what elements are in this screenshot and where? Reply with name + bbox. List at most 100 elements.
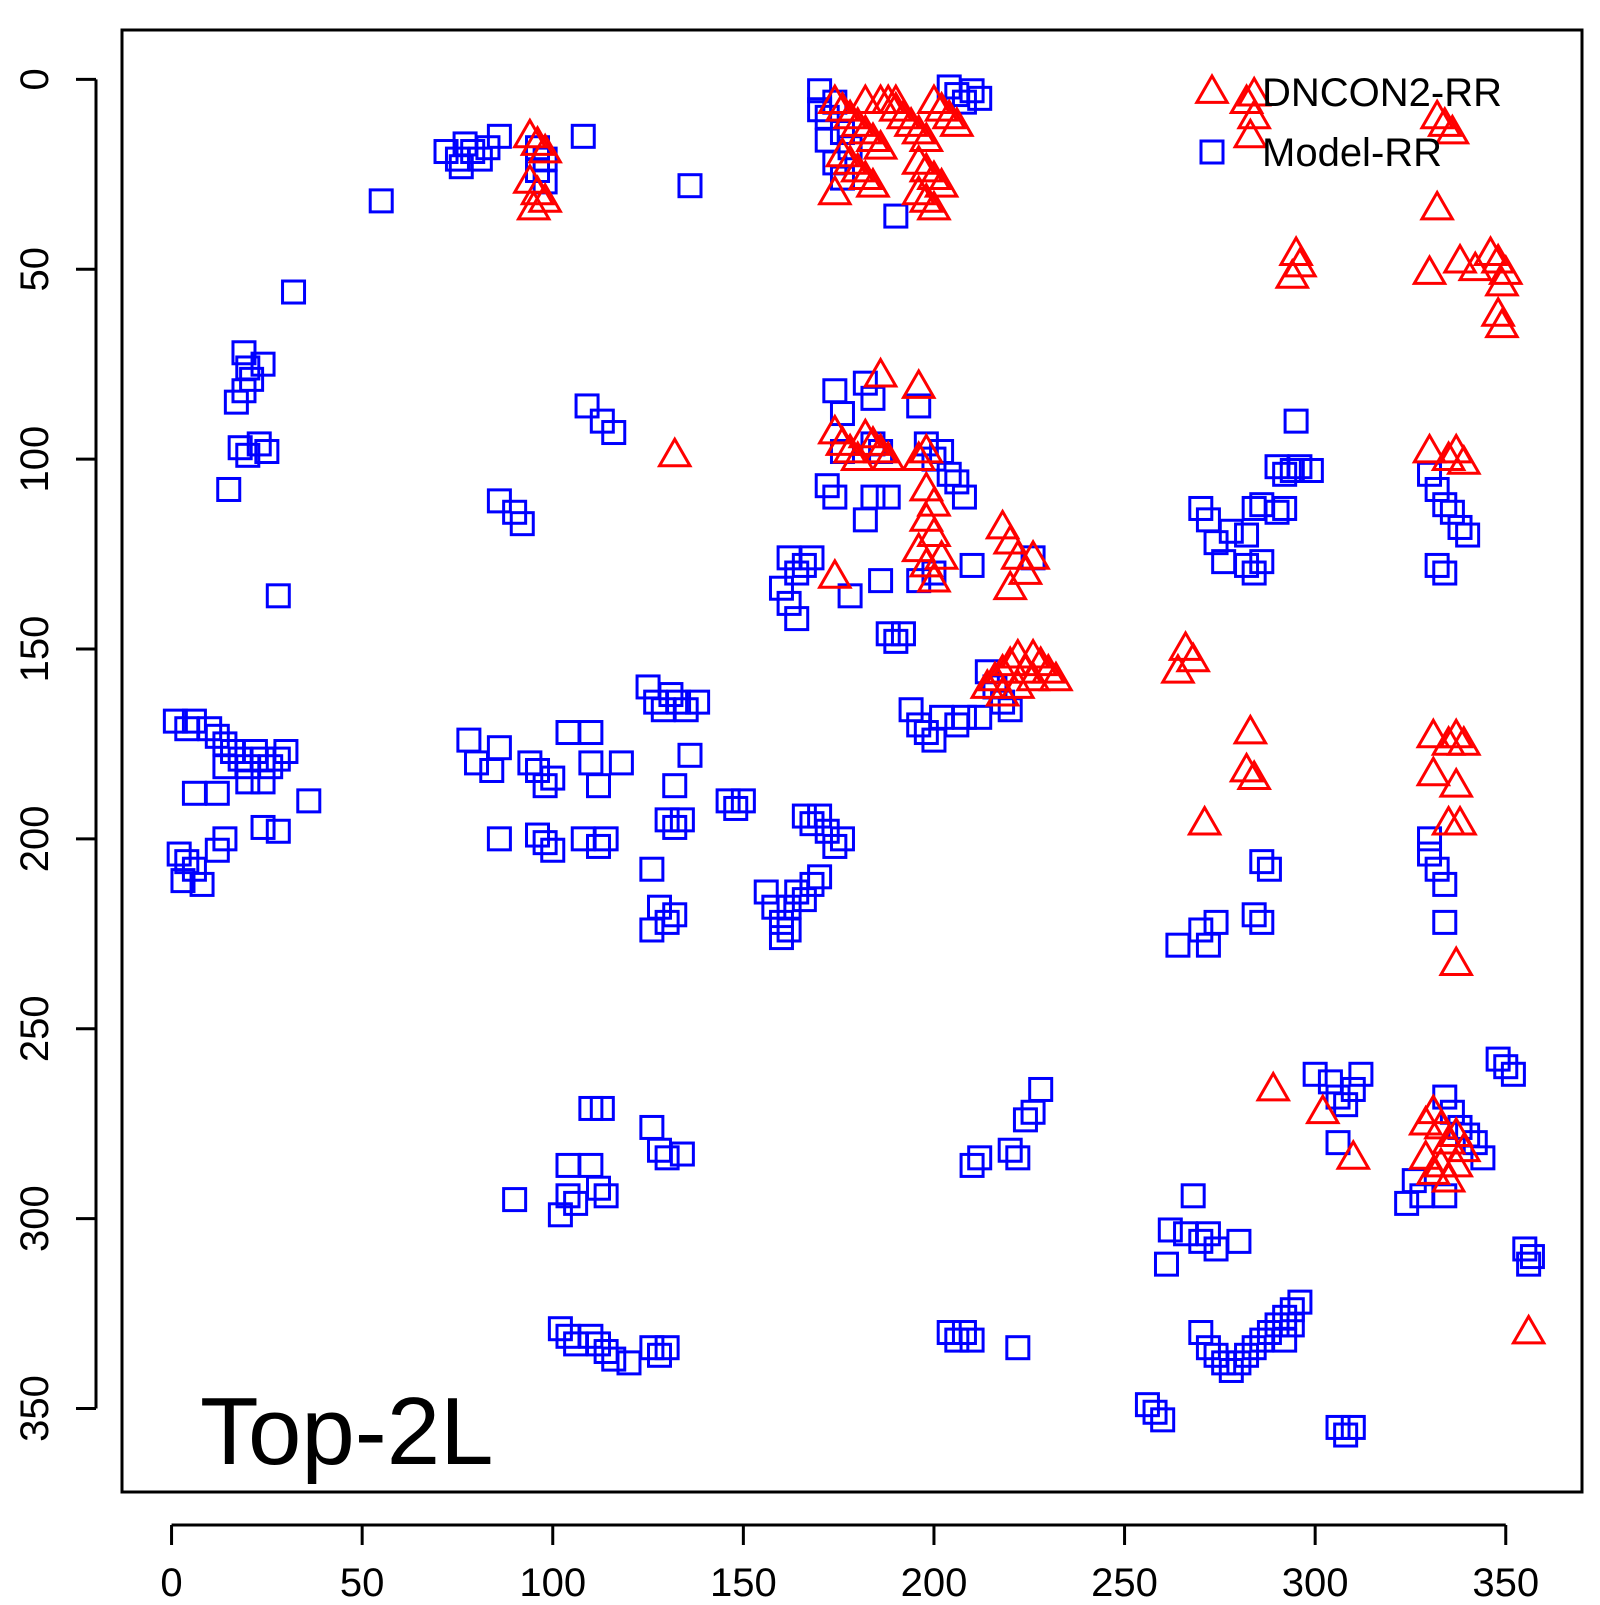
dncon2-rr-point	[923, 90, 960, 122]
model-rr-point	[959, 1152, 985, 1178]
dncon2-rr-point	[1335, 1138, 1372, 1170]
series-dncon2-rr	[512, 75, 1547, 1345]
model-rr-point	[852, 507, 878, 533]
dncon2-rr-point	[855, 424, 891, 456]
x-tick-label: 50	[340, 1561, 385, 1600]
model-rr-point	[1283, 408, 1309, 434]
x-tick-label: 350	[1472, 1561, 1539, 1600]
dncon2-rr-point	[1430, 1123, 1467, 1155]
legend-triangle-icon	[1194, 72, 1230, 104]
model-rr-point	[1234, 1342, 1260, 1368]
model-rr-point	[967, 1145, 993, 1171]
model-rr-point	[852, 370, 878, 396]
model-rr-point	[1439, 499, 1465, 525]
model-rr-point	[959, 1327, 985, 1353]
model-rr-point	[235, 769, 261, 795]
model-rr-point	[1317, 1069, 1343, 1095]
model-rr-point	[890, 621, 916, 647]
model-rr-point	[1279, 1297, 1305, 1323]
model-rr-point	[1188, 1228, 1214, 1254]
model-rr-point	[768, 925, 794, 951]
model-rr-point	[220, 739, 246, 765]
dncon2-rr-point	[1236, 759, 1272, 790]
model-rr-point	[555, 720, 581, 746]
model-rr-point	[1417, 841, 1443, 867]
model-rr-point	[875, 621, 901, 647]
model-rr-point	[570, 826, 596, 852]
legend-label: Model-RR	[1262, 131, 1442, 175]
y-tick-label: 50	[13, 247, 57, 292]
dncon2-rr-point	[931, 98, 968, 130]
series-layer	[162, 74, 1547, 1448]
model-rr-point	[951, 704, 977, 730]
model-rr-point	[204, 780, 230, 806]
dncon2-rr-point	[1186, 804, 1223, 836]
model-rr-point	[555, 1152, 581, 1178]
model-rr-point	[502, 1187, 528, 1213]
x-tick-label: 200	[901, 1561, 968, 1600]
model-rr-point	[578, 1152, 604, 1178]
model-rr-point	[662, 773, 688, 799]
model-rr-point	[913, 720, 939, 746]
model-rr-point	[677, 173, 703, 199]
model-rr-point	[658, 682, 684, 708]
model-rr-point	[1325, 1130, 1351, 1156]
model-rr-point	[906, 712, 932, 738]
model-rr-point	[730, 788, 756, 814]
dncon2-rr-point	[1430, 440, 1467, 472]
model-rr-point	[1134, 1392, 1160, 1418]
model-rr-point	[936, 461, 962, 487]
dncon2-rr-point	[900, 113, 937, 145]
model-rr-point	[997, 697, 1023, 723]
model-rr-point	[456, 727, 482, 753]
dncon2-rr-point	[855, 166, 891, 198]
dncon2-rr-point	[992, 569, 1028, 601]
model-rr-point	[1394, 1190, 1420, 1216]
model-rr-point	[799, 545, 825, 571]
annotation-label: Top-2L	[200, 1378, 494, 1485]
model-rr-point	[532, 830, 558, 856]
dncon2-rr-point	[817, 83, 853, 115]
dncon2-rr-point	[923, 538, 960, 570]
model-rr-point	[1519, 1244, 1545, 1270]
model-rr-point	[273, 739, 299, 765]
model-rr-point	[650, 697, 676, 723]
dncon2-rr-point	[1175, 641, 1211, 673]
dncon2-rr-point	[1487, 254, 1524, 285]
model-rr-point	[685, 689, 711, 715]
dncon2-rr-point	[847, 159, 884, 190]
model-rr-point	[1302, 1061, 1328, 1087]
model-rr-point	[1249, 849, 1275, 875]
dncon2-rr-point	[923, 166, 960, 198]
dncon2-rr-point	[1415, 717, 1452, 749]
dncon2-rr-point	[878, 90, 914, 122]
dncon2-rr-point	[908, 151, 945, 183]
model-rr-point	[1203, 909, 1229, 935]
model-rr-point	[1432, 909, 1458, 935]
dncon2-rr-point	[1419, 189, 1455, 221]
model-rr-point	[1195, 1335, 1221, 1361]
model-rr-point	[1333, 1092, 1359, 1118]
model-rr-point	[799, 871, 825, 897]
model-rr-point	[944, 1327, 970, 1353]
model-rr-point	[517, 750, 543, 776]
model-rr-point	[1279, 457, 1305, 483]
model-rr-point	[368, 188, 394, 214]
x-tick-label: 0	[160, 1561, 182, 1600]
model-rr-point	[1272, 495, 1298, 521]
dncon2-rr-point	[1472, 235, 1509, 266]
legend: DNCON2-RR Model-RR	[1194, 71, 1502, 175]
model-rr-point	[959, 552, 985, 578]
dncon2-rr-point	[1411, 254, 1448, 285]
model-rr-point	[1485, 1046, 1511, 1072]
model-rr-point	[593, 826, 619, 852]
dncon2-rr-point	[900, 440, 937, 472]
dncon2-rr-point	[855, 121, 891, 153]
model-rr-point	[547, 1316, 573, 1342]
model-rr-point	[574, 393, 600, 419]
dncon2-rr-point	[839, 151, 876, 183]
dncon2-rr-point	[847, 113, 884, 145]
model-rr-point	[1249, 549, 1275, 575]
dncon2-rr-point	[839, 105, 876, 137]
model-rr-point	[814, 127, 840, 153]
